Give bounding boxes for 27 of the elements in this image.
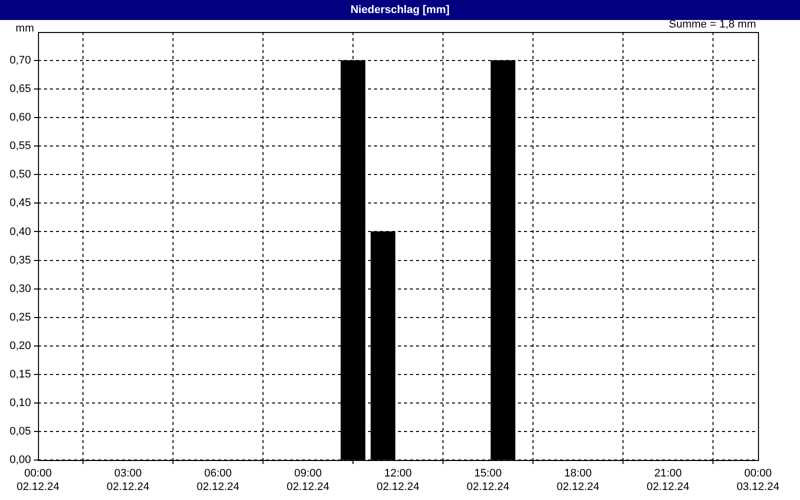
y-tick-label: 0,30 (10, 282, 31, 295)
y-tick-label: 0,70 (10, 54, 31, 67)
y-tick-label: 0,15 (10, 368, 31, 380)
x-tick-label: 15:00 02.12.24 (466, 468, 510, 493)
x-tick-label: 21:00 02.12.24 (646, 468, 690, 493)
y-tick-label: 0,40 (10, 226, 31, 238)
x-tick-label: 18:00 02.12.24 (556, 468, 600, 493)
y-tick-label: 0,05 (10, 426, 31, 438)
y-tick-label: 0,25 (10, 311, 31, 324)
y-tick-label: 0,20 (10, 340, 31, 352)
text: Summe = 1,8 mm (668, 18, 756, 31)
y-tick-label: 0,00 (10, 454, 31, 466)
x-tick-label: 06:00 02.12.24 (196, 468, 240, 493)
x-tick-label: 00:00 02.12.24 (16, 468, 60, 493)
y-tick-label: 0,65 (10, 83, 31, 96)
chart-title: Niederschlag [mm] (0, 0, 800, 20)
y-tick-label: 0,45 (10, 197, 31, 210)
y-axis-title: mm (16, 22, 34, 35)
y-tick-label: 0,50 (10, 168, 31, 181)
y-tick-label: 0,55 (10, 140, 31, 152)
x-tick-label: 03:00 02.12.24 (106, 468, 150, 493)
x-tick-label: 09:00 02.12.24 (286, 468, 330, 493)
y-tick-label: 0,60 (10, 112, 31, 124)
y-tick-label: 0,10 (10, 396, 31, 409)
x-tick-label: 12:00 02.12.24 (376, 468, 420, 493)
x-tick-label: 00:00 03.12.24 (736, 468, 780, 493)
y-tick-label: 0,35 (10, 254, 31, 266)
